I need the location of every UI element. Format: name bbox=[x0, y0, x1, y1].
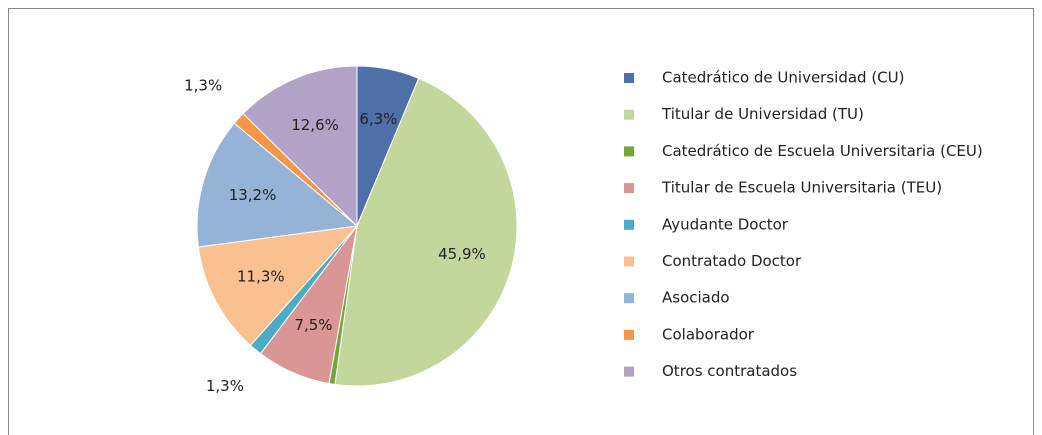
legend-label: Catedrático de Escuela Universitaria (CE… bbox=[662, 142, 983, 160]
legend-marker bbox=[624, 183, 634, 194]
data-label: 7,5% bbox=[294, 316, 332, 334]
data-label: 12,6% bbox=[291, 116, 339, 134]
legend-label: Ayudante Doctor bbox=[662, 215, 789, 233]
data-label: 1,3% bbox=[206, 377, 244, 395]
data-label: 13,2% bbox=[229, 186, 277, 204]
legend-marker bbox=[624, 219, 634, 230]
legend-label: Contratado Doctor bbox=[662, 252, 802, 270]
legend-marker bbox=[624, 146, 634, 157]
legend-marker bbox=[624, 329, 634, 340]
data-label: 11,3% bbox=[237, 267, 285, 285]
legend-label: Catedrático de Universidad (CU) bbox=[662, 69, 904, 87]
legend-label: Otros contratados bbox=[662, 362, 797, 380]
data-label: 1,3% bbox=[184, 77, 222, 95]
legend-marker bbox=[624, 366, 634, 377]
legend-label: Asociado bbox=[662, 289, 730, 307]
pie-slice bbox=[334, 77, 518, 387]
legend-marker bbox=[624, 73, 634, 83]
pie-slice bbox=[196, 122, 359, 248]
pie-slice bbox=[242, 65, 358, 228]
chart-frame bbox=[8, 8, 1034, 435]
legend-label: Titular de Universidad (TU) bbox=[661, 105, 864, 123]
pie-slice bbox=[197, 225, 359, 347]
legend-marker bbox=[624, 256, 634, 267]
data-label: 45,9% bbox=[438, 245, 486, 263]
legend-label: Colaborador bbox=[662, 325, 755, 343]
legend-marker bbox=[624, 109, 634, 120]
legend-marker bbox=[624, 293, 634, 304]
legend-label: Titular de Escuela Universitaria (TEU) bbox=[661, 179, 942, 197]
data-label: 6,3% bbox=[359, 110, 397, 128]
